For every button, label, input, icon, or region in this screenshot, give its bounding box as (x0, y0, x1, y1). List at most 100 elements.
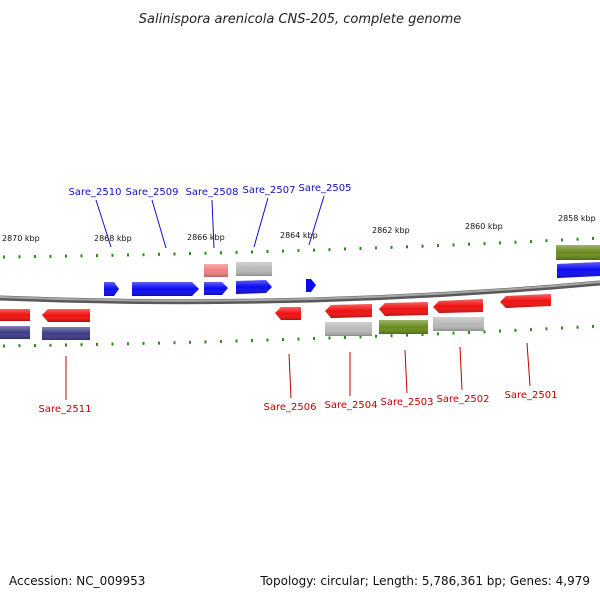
minor-tick (235, 250, 238, 254)
minor-tick (390, 245, 393, 249)
minor-tick (158, 341, 160, 345)
minor-tick (189, 252, 191, 256)
minor-tick (561, 326, 563, 330)
minor-tick (514, 328, 517, 332)
minor-tick (297, 337, 300, 341)
minor-tick (452, 243, 455, 247)
minor-tick (34, 344, 36, 347)
minor-tick (173, 341, 176, 345)
map-title: Salinispora arenicola CNS-205, complete … (139, 12, 461, 27)
minor-tick (235, 339, 238, 343)
minor-tick (421, 244, 424, 248)
scale-label-2862: 2862 kbp (372, 226, 410, 235)
inner-tick-row (3, 324, 594, 348)
inner-track (0, 317, 484, 340)
minor-tick (483, 242, 486, 246)
minor-tick (3, 344, 5, 348)
minor-tick (375, 334, 377, 338)
gene-label-sare-2511[interactable]: Sare_2511 (39, 404, 92, 415)
minor-tick (561, 238, 563, 242)
accession-text: Accession: NC_009953 (9, 574, 145, 588)
minor-tick (313, 337, 315, 341)
scale-labels: 2870 kbp 2868 kbp 2866 kbp 2864 kbp 2862… (2, 214, 596, 243)
minor-tick (204, 251, 207, 255)
gene-label-sare-2505[interactable]: Sare_2505 (299, 183, 352, 194)
minor-tick (437, 332, 439, 336)
scale-label-2864: 2864 kbp (280, 231, 318, 240)
gene-label-sare-2506[interactable]: Sare_2506 (264, 402, 317, 413)
minor-tick (313, 248, 315, 252)
scale-label-2858: 2858 kbp (558, 214, 596, 223)
minor-tick (189, 340, 191, 344)
minor-tick (142, 341, 145, 345)
minor-tick (576, 325, 579, 329)
minor-tick (499, 329, 501, 333)
scale-label-2866: 2866 kbp (187, 233, 225, 242)
gene-label-sare-2510[interactable]: Sare_2510 (69, 187, 122, 198)
minor-tick (359, 335, 362, 339)
minor-tick (96, 254, 98, 258)
minor-tick (499, 241, 501, 245)
minor-tick (18, 255, 21, 259)
gene-label-sare-2502[interactable]: Sare_2502 (437, 394, 490, 405)
minor-tick (49, 343, 52, 347)
minor-tick (127, 342, 129, 346)
top-leader-lines (95, 195, 325, 249)
minor-tick (220, 251, 222, 255)
minor-tick (406, 245, 408, 249)
gene-label-sare-2503[interactable]: Sare_2503 (381, 397, 434, 408)
scale-label-2860: 2860 kbp (465, 222, 503, 231)
minor-tick (530, 240, 532, 243)
minor-tick (452, 331, 455, 335)
minor-tick (266, 338, 269, 342)
minor-tick (204, 340, 207, 344)
outer-tick-row (3, 236, 594, 259)
gene-label-sare-2507[interactable]: Sare_2507 (243, 185, 296, 196)
gene-label-sare-2509[interactable]: Sare_2509 (126, 187, 179, 198)
minor-tick (3, 255, 5, 259)
gene-label-sare-2508[interactable]: Sare_2508 (186, 187, 239, 198)
minor-tick (173, 252, 176, 256)
minor-tick (127, 253, 129, 257)
outer-track (204, 245, 600, 277)
minor-tick (34, 255, 36, 259)
minor-tick (406, 333, 408, 337)
minor-tick (80, 343, 83, 347)
minor-tick (390, 334, 393, 338)
minor-tick (282, 249, 284, 253)
minor-tick (220, 340, 222, 343)
minor-tick (375, 246, 377, 250)
minor-tick (545, 239, 548, 243)
minor-tick (592, 236, 594, 240)
minor-tick (111, 342, 114, 346)
minor-tick (328, 248, 331, 252)
minor-tick (514, 240, 517, 244)
minor-tick (96, 342, 98, 346)
minor-tick (421, 333, 424, 336)
minor-tick (530, 328, 532, 332)
minor-tick (592, 324, 594, 328)
minor-tick (359, 247, 362, 250)
scale-label-2868: 2868 kbp (94, 234, 132, 243)
minor-tick (251, 339, 253, 343)
minor-tick (468, 331, 470, 334)
minor-tick (282, 338, 284, 342)
scale-label-2870: 2870 kbp (2, 234, 40, 243)
minor-tick (344, 336, 346, 339)
bottom-gene-labels: Sare_2511 Sare_2506 Sare_2504 Sare_2503 … (39, 390, 558, 415)
gene-label-sare-2504[interactable]: Sare_2504 (325, 400, 378, 411)
top-gene-labels: Sare_2510 Sare_2509 Sare_2508 Sare_2507 … (69, 183, 352, 198)
bottom-leader-lines (65, 342, 531, 400)
minor-tick (266, 250, 269, 253)
minor-tick (437, 244, 439, 247)
minor-tick (576, 237, 579, 241)
minor-tick (328, 336, 331, 340)
minor-tick (65, 343, 67, 347)
minor-tick (344, 247, 346, 251)
gene-arrow-sare-2505[interactable] (306, 279, 316, 292)
gene-label-sare-2501[interactable]: Sare_2501 (505, 390, 558, 401)
minor-tick (80, 254, 83, 258)
minor-tick (142, 253, 145, 257)
minor-tick (468, 242, 470, 246)
